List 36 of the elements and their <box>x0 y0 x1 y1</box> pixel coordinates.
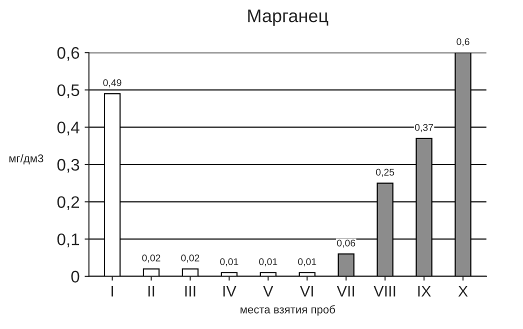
x-tick-label: III <box>185 286 196 296</box>
data-label: 0,49 <box>103 79 122 88</box>
y-tick-label: 0,3 <box>57 158 80 173</box>
y-tick-label: 0,2 <box>57 196 80 210</box>
data-label: 0,02 <box>142 254 160 263</box>
chart-title: Марганец <box>248 10 328 26</box>
y-tick-label: 0 <box>71 270 80 283</box>
data-label: 0,01 <box>259 258 278 266</box>
y-tick-label: 0,6 <box>57 47 80 61</box>
x-tick-label: II <box>148 286 154 296</box>
data-label: 0,01 <box>220 258 238 266</box>
x-tick-label: V <box>263 286 274 296</box>
x-tick-label: IX <box>418 286 431 296</box>
x-tick-label: X <box>458 286 468 296</box>
bar <box>182 268 199 276</box>
x-tick-label: VII <box>336 286 354 296</box>
data-label: 0,6 <box>456 38 470 46</box>
x-tick-label: VIII <box>374 286 396 296</box>
data-label: 0,37 <box>414 124 434 132</box>
data-label: 0,02 <box>181 254 200 263</box>
bar <box>298 272 316 276</box>
x-tick-label: I <box>112 286 114 296</box>
bar <box>260 272 277 276</box>
bar <box>338 253 354 276</box>
y-axis-title: мг/дм3 <box>9 154 44 164</box>
bar <box>142 268 160 276</box>
x-tick-label: IV <box>223 286 236 296</box>
bar <box>220 272 238 276</box>
x-axis-title: места взятия проб <box>240 305 335 316</box>
x-tick-label: VI <box>300 286 313 296</box>
data-label: 0,25 <box>376 168 394 177</box>
data-label: 0,01 <box>298 258 316 266</box>
y-tick-label: 0,4 <box>57 122 80 136</box>
data-label: 0,06 <box>337 240 356 248</box>
y-tick-label: 0,1 <box>57 233 80 248</box>
y-tick-label: 0,5 <box>57 84 80 98</box>
